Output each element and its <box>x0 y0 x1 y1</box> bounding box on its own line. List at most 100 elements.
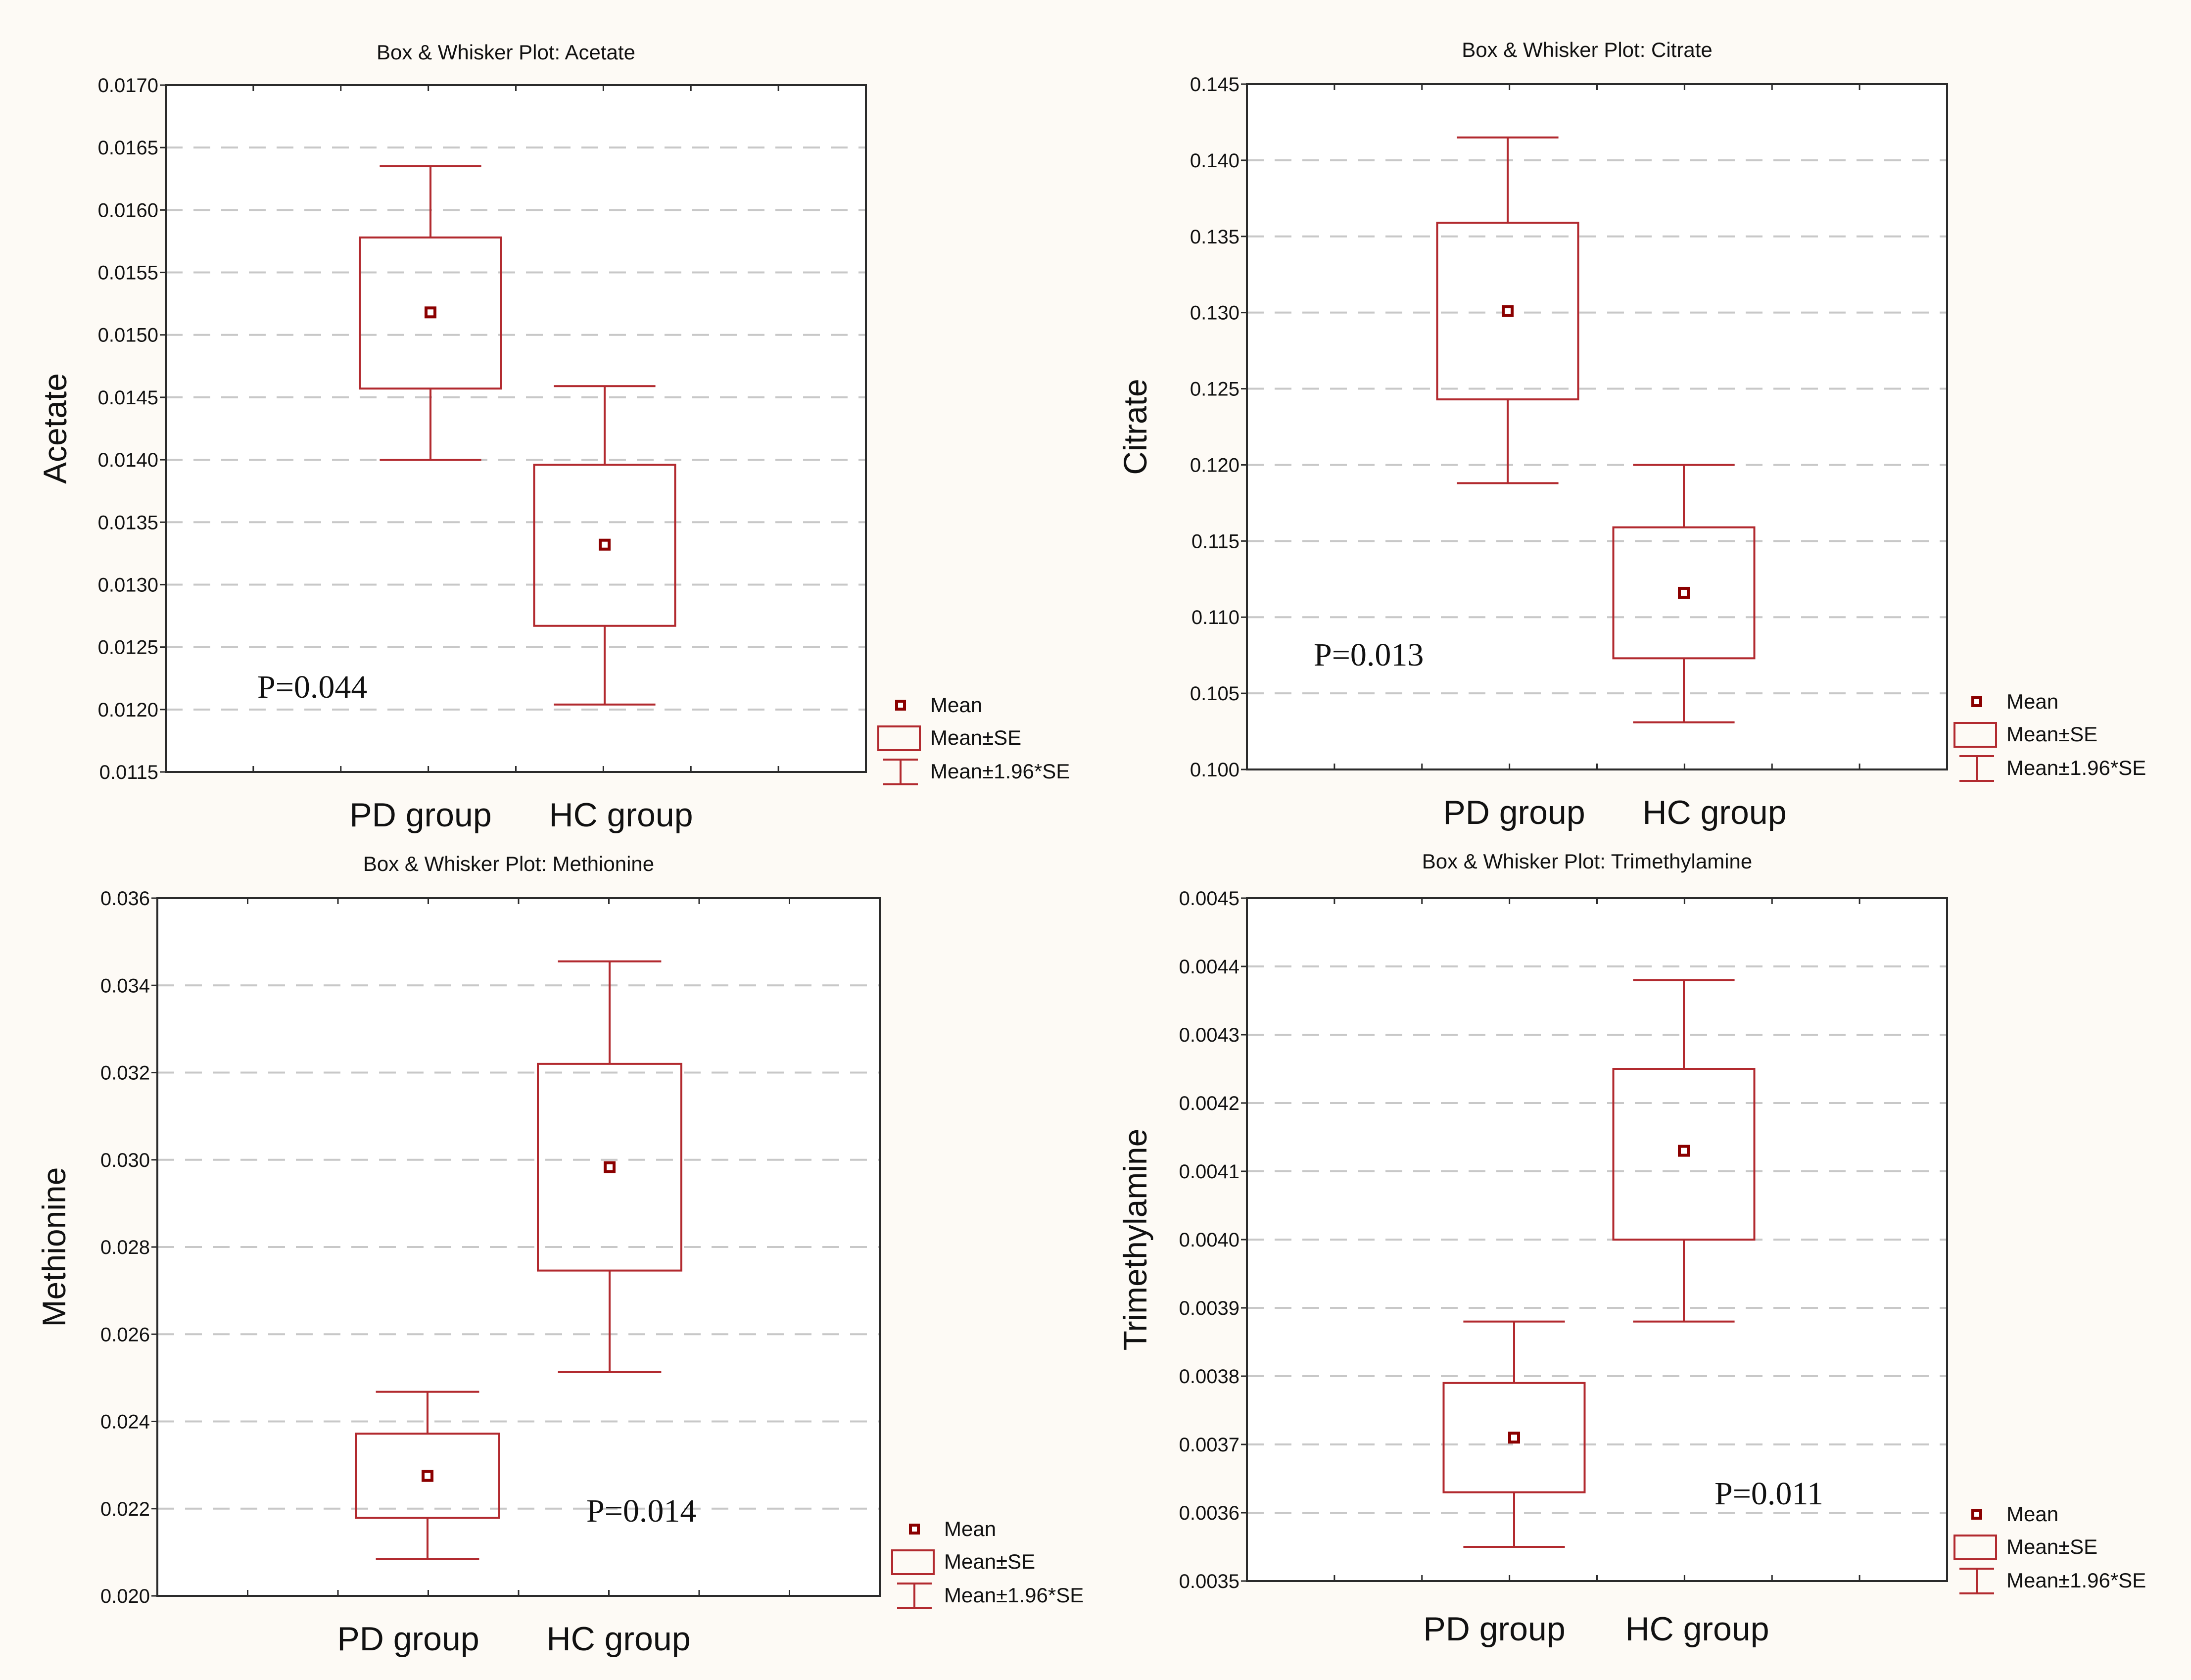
legend-mean-marker <box>895 700 906 711</box>
y-tick-label: 0.105 <box>1190 683 1239 705</box>
mean-marker <box>1678 1145 1690 1157</box>
box-group-pd <box>1442 1320 1586 1548</box>
y-axis-label: Trimethylamine <box>1117 1129 1153 1351</box>
legend-ci-label: Mean±1.96*SE <box>2006 756 2146 779</box>
p-value-annotation: P=0.014 <box>586 1493 696 1529</box>
y-tick-label: 0.0135 <box>98 512 158 533</box>
y-tick-label: 0.0035 <box>1179 1571 1239 1592</box>
y-tick-label: 0.110 <box>1191 607 1239 628</box>
y-tick-label: 0.0120 <box>98 699 158 721</box>
y-tick-label: 0.022 <box>100 1498 150 1520</box>
y-tick-label: 0.0140 <box>98 449 158 471</box>
legend: Mean Mean±SE Mean±1.96*SE <box>877 693 1070 785</box>
se-box <box>533 464 676 627</box>
legend-se-box <box>1953 1535 1997 1560</box>
chart-panels: 0.0115 0.0120 0.0125 0.0130 0.0135 0.0140 0.01… <box>36 38 2146 1658</box>
y-tick-label: 0.0043 <box>1179 1024 1239 1046</box>
box-group-hc <box>1612 464 1756 723</box>
legend-ci-label: Mean±1.96*SE <box>944 1584 1084 1607</box>
y-tick-label: 0.125 <box>1190 379 1239 400</box>
mean-marker <box>599 538 611 551</box>
y-tick-label: 0.135 <box>1190 226 1239 248</box>
y-tick-label: 0.0130 <box>98 574 158 596</box>
y-tick-label: 0.100 <box>1190 759 1239 781</box>
x-category-label: HC group <box>1642 794 1786 831</box>
plot-area <box>1247 84 1947 769</box>
chart-panel-4: 0.0035 0.0036 0.0037 0.0038 0.0039 0.0040 0.00… <box>1117 850 2146 1648</box>
y-axis-label: Citrate <box>1117 379 1153 475</box>
chart-title: Box & Whisker Plot: Acetate <box>377 41 635 64</box>
plot-area <box>166 85 866 772</box>
y-tick-label: 0.0042 <box>1179 1093 1239 1114</box>
legend-mean-label: Mean <box>2006 1502 2058 1526</box>
legend-se-label: Mean±SE <box>2006 722 2097 746</box>
y-axis-label: Methionine <box>36 1167 72 1327</box>
y-tick-label: 0.0041 <box>1179 1161 1239 1183</box>
chart-title: Box & Whisker Plot: Citrate <box>1462 38 1712 61</box>
legend-mean-label: Mean <box>2006 690 2058 713</box>
chart-title: Box & Whisker Plot: Trimethylamine <box>1422 850 1753 873</box>
mean-marker <box>604 1161 616 1173</box>
x-category-label: PD group <box>349 796 491 834</box>
y-tick-label: 0.130 <box>1190 302 1239 324</box>
y-tick-label: 0.115 <box>1191 530 1239 552</box>
legend-mean-marker <box>1971 1509 1982 1520</box>
se-box <box>1436 222 1579 401</box>
legend-se-label: Mean±SE <box>944 1550 1035 1573</box>
mean-marker <box>1678 586 1690 599</box>
legend: Mean Mean±SE Mean±1.96*SE <box>1953 690 2146 782</box>
plot-frame <box>1246 83 1948 770</box>
y-tick-label: 0.0155 <box>98 262 158 284</box>
legend-se-label: Mean±SE <box>2006 1535 2097 1558</box>
y-tick-label: 0.036 <box>100 888 150 910</box>
legend: Mean Mean±SE Mean±1.96*SE <box>1953 1502 2146 1594</box>
p-value-annotation: P=0.044 <box>257 669 367 705</box>
se-box <box>355 1433 500 1519</box>
legend-ci-label: Mean±1.96*SE <box>2006 1569 2146 1592</box>
y-tick-label: 0.026 <box>100 1324 150 1345</box>
box-group-hc <box>533 385 676 706</box>
y-tick-label: 0.0038 <box>1179 1366 1239 1388</box>
x-category-label: PD group <box>1423 1610 1565 1648</box>
legend-mean-marker <box>909 1524 920 1535</box>
y-tick-label: 0.020 <box>100 1585 150 1607</box>
box-group-pd <box>355 1391 500 1560</box>
legend-se-box <box>891 1549 935 1575</box>
mean-marker <box>422 1470 433 1482</box>
x-category-label: HC group <box>546 1620 690 1658</box>
x-category-label: HC group <box>549 796 693 834</box>
box-group-pd <box>359 165 502 461</box>
y-tick-label: 0.0115 <box>99 762 158 783</box>
y-tick-label: 0.030 <box>100 1150 150 1171</box>
y-tick-label: 0.034 <box>100 975 150 997</box>
x-category-label: PD group <box>1443 794 1585 831</box>
p-value-annotation: P=0.013 <box>1314 637 1424 673</box>
plot-frame <box>1246 897 1948 1582</box>
y-tick-label: 0.0044 <box>1179 956 1239 978</box>
y-tick-label: 0.024 <box>100 1411 150 1433</box>
legend-mean-label: Mean <box>944 1517 996 1540</box>
chart-panel-2: 0.100 0.105 0.110 0.115 0.120 0.125 0.130 0.135… <box>1117 38 2146 831</box>
y-tick-label: 0.028 <box>100 1237 150 1258</box>
plot-frame <box>156 897 881 1597</box>
legend-se-label: Mean±SE <box>930 726 1021 749</box>
legend: Mean Mean±SE Mean±1.96*SE <box>891 1517 1084 1609</box>
mean-marker <box>425 306 436 319</box>
se-box <box>359 236 502 390</box>
y-tick-label: 0.0170 <box>98 75 158 96</box>
se-box <box>1442 1382 1586 1493</box>
legend-mean-marker <box>1971 696 1982 707</box>
y-tick-label: 0.120 <box>1190 454 1239 476</box>
y-axis-label: Acetate <box>37 373 73 484</box>
legend-ci-label: Mean±1.96*SE <box>930 760 1070 783</box>
y-tick-label: 0.0165 <box>98 137 158 159</box>
box-group-hc <box>1612 979 1756 1323</box>
legend-se-box <box>877 725 921 751</box>
chart-panel-3: 0.020 0.022 0.024 0.026 0.028 0.030 0.032 0.034… <box>36 852 1084 1658</box>
chart-panel-1: 0.0115 0.0120 0.0125 0.0130 0.0135 0.0140 0.01… <box>37 41 1070 834</box>
se-box <box>537 1062 682 1272</box>
legend-se-box <box>1953 722 1997 748</box>
y-tick-label: 0.032 <box>100 1062 150 1084</box>
legend-mean-label: Mean <box>930 693 982 717</box>
chart-title: Box & Whisker Plot: Methionine <box>363 852 654 875</box>
